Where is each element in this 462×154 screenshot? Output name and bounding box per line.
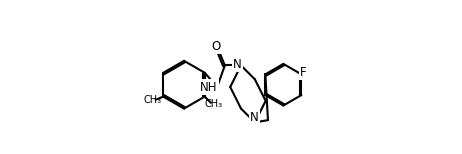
Text: F: F xyxy=(300,66,306,79)
Text: CH₃: CH₃ xyxy=(144,95,162,105)
Text: CH₃: CH₃ xyxy=(205,99,223,109)
Text: N: N xyxy=(233,58,242,71)
Text: NH: NH xyxy=(200,81,218,93)
Text: O: O xyxy=(212,40,221,53)
Text: N: N xyxy=(250,111,258,124)
